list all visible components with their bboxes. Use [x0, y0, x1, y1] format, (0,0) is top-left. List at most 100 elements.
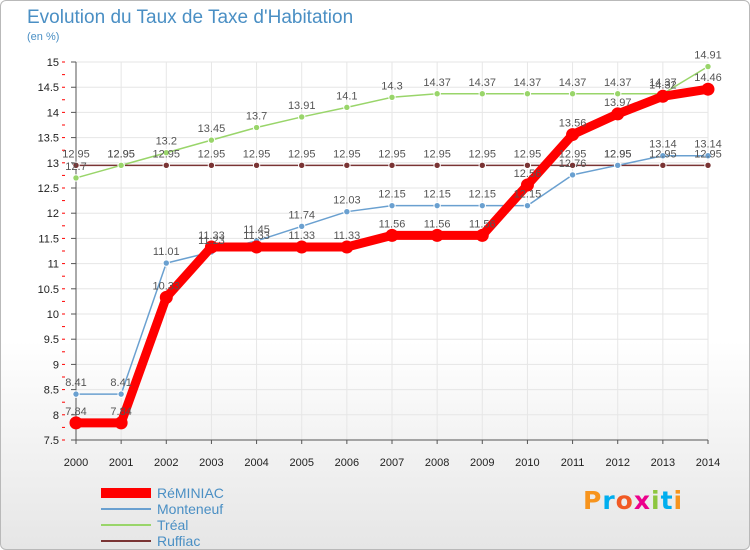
- data-label: 12.95: [649, 148, 677, 160]
- data-label: 12.95: [469, 148, 497, 160]
- series-point: [614, 90, 622, 98]
- series-point: [659, 161, 667, 170]
- y-tick-label: 9.5: [44, 334, 59, 346]
- x-tick-label: 2008: [425, 457, 449, 469]
- series-point: [478, 90, 486, 98]
- series-point: [659, 152, 667, 160]
- data-label: 14.37: [559, 77, 587, 89]
- series-point: [430, 228, 444, 242]
- data-label: 12.15: [469, 189, 497, 201]
- logo-letter: r: [602, 486, 616, 515]
- y-tick-label: 11.5: [38, 233, 59, 245]
- y-tick-label: 10: [47, 309, 59, 321]
- data-label: 12.03: [333, 195, 361, 207]
- series-point: [520, 178, 534, 192]
- data-label: 11.33: [333, 230, 360, 242]
- data-label: 13.14: [694, 139, 722, 151]
- data-label: 11.23: [198, 235, 225, 247]
- x-tick-label: 2010: [515, 457, 539, 469]
- logo-letter: P: [583, 486, 603, 515]
- data-label: 14.32: [649, 79, 677, 91]
- series-point: [252, 123, 261, 132]
- data-label: 13.7: [246, 111, 267, 123]
- series-point: [343, 207, 351, 216]
- data-label: 12.95: [62, 148, 90, 160]
- series-point: [114, 416, 128, 430]
- legend-label: Tréal: [157, 517, 189, 533]
- series-point: [252, 161, 261, 170]
- data-label: 11.01: [153, 246, 180, 258]
- series-point: [340, 240, 354, 254]
- data-label: 12.95: [107, 148, 135, 160]
- data-label: 14.1: [336, 90, 357, 102]
- x-tick-label: 2001: [109, 457, 133, 469]
- data-label: 12.15: [378, 189, 406, 201]
- series-point: [614, 161, 622, 170]
- series-point: [117, 161, 125, 170]
- data-label: 11.33: [198, 230, 225, 242]
- data-label: 14.37: [423, 77, 451, 89]
- legend: RéMINIAC Monteneuf Tréal Ruffiac: [101, 485, 321, 549]
- data-label: 12.95: [243, 148, 271, 160]
- logo-letter: x: [633, 486, 651, 515]
- grid: [75, 61, 709, 441]
- data-label: 14.37: [649, 77, 677, 89]
- x-tick-label: 2006: [335, 457, 359, 469]
- x-tick-label: 2007: [380, 457, 404, 469]
- logo-letter: t: [660, 486, 674, 515]
- y-tick-label: 8: [53, 410, 59, 422]
- series-point: [72, 390, 80, 398]
- data-label: 12.95: [604, 148, 632, 160]
- data-label: 13.91: [288, 100, 316, 112]
- data-label: 12.76: [559, 158, 587, 170]
- series-layer: [69, 62, 715, 430]
- data-label: 12.95: [107, 148, 135, 160]
- data-label: 13.97: [604, 97, 632, 109]
- series-point: [298, 161, 306, 170]
- logo-letter: i: [673, 486, 684, 515]
- x-tick-label: 2009: [470, 457, 494, 469]
- series-point: [523, 201, 532, 210]
- series-point: [207, 136, 216, 144]
- series-point: [298, 222, 306, 231]
- data-label: 12.95: [153, 148, 181, 160]
- series-point: [388, 93, 396, 101]
- series-point: [656, 89, 670, 103]
- series-point: [250, 240, 264, 254]
- data-label: 14.37: [469, 77, 497, 89]
- x-tick-label: 2005: [289, 457, 313, 469]
- series-point: [162, 161, 170, 170]
- data-label: 14.46: [694, 72, 722, 84]
- legend-swatch: [101, 488, 151, 498]
- y-axis-unit: (en %): [27, 31, 60, 43]
- data-label: 12.7: [65, 161, 86, 173]
- series-point: [701, 82, 715, 96]
- legend-label: Monteneuf: [157, 501, 224, 517]
- legend-item: Ruffiac: [101, 533, 321, 549]
- data-label: 11.45: [243, 224, 270, 236]
- y-tick-label: 15: [47, 57, 59, 69]
- data-label: 7.84: [65, 406, 86, 418]
- legend-swatch: [101, 540, 151, 542]
- legend-item: Monteneuf: [101, 501, 321, 517]
- series-point: [568, 161, 577, 170]
- legend-label: RéMINIAC: [157, 485, 224, 501]
- series-point: [162, 149, 170, 157]
- y-tick-label: 12: [47, 208, 59, 220]
- data-label: 12.95: [559, 148, 587, 160]
- y-tick-label: 14: [47, 107, 59, 119]
- series-point: [568, 171, 577, 179]
- data-label: 12.95: [694, 148, 722, 160]
- series-point: [295, 240, 309, 254]
- data-label: 12.95: [378, 148, 406, 160]
- data-label: 13.2: [156, 136, 177, 148]
- y-tick-label: 13.5: [38, 133, 59, 145]
- series-point: [117, 390, 125, 398]
- legend-swatch: [101, 508, 151, 510]
- series-point: [523, 90, 532, 98]
- series-point: [204, 240, 218, 254]
- series-point: [478, 201, 486, 210]
- y-tick-label: 12.5: [38, 183, 59, 195]
